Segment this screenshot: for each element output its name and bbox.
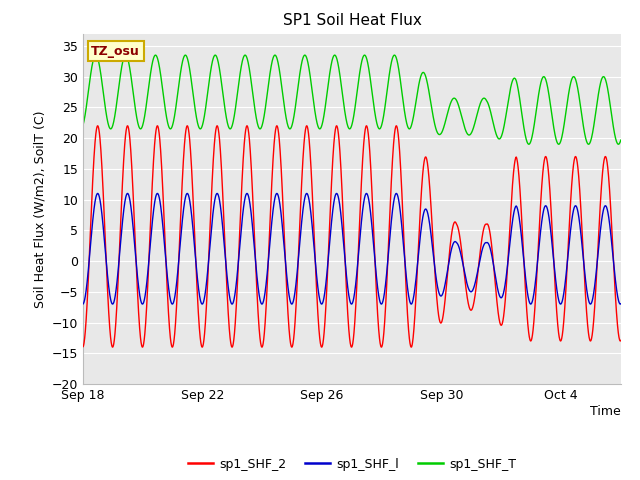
- Title: SP1 Soil Heat Flux: SP1 Soil Heat Flux: [283, 13, 421, 28]
- X-axis label: Time: Time: [590, 405, 621, 418]
- Text: TZ_osu: TZ_osu: [92, 45, 140, 58]
- Legend: sp1_SHF_2, sp1_SHF_l, sp1_SHF_T: sp1_SHF_2, sp1_SHF_l, sp1_SHF_T: [183, 453, 521, 476]
- Y-axis label: Soil Heat Flux (W/m2), SoilT (C): Soil Heat Flux (W/m2), SoilT (C): [33, 110, 47, 308]
